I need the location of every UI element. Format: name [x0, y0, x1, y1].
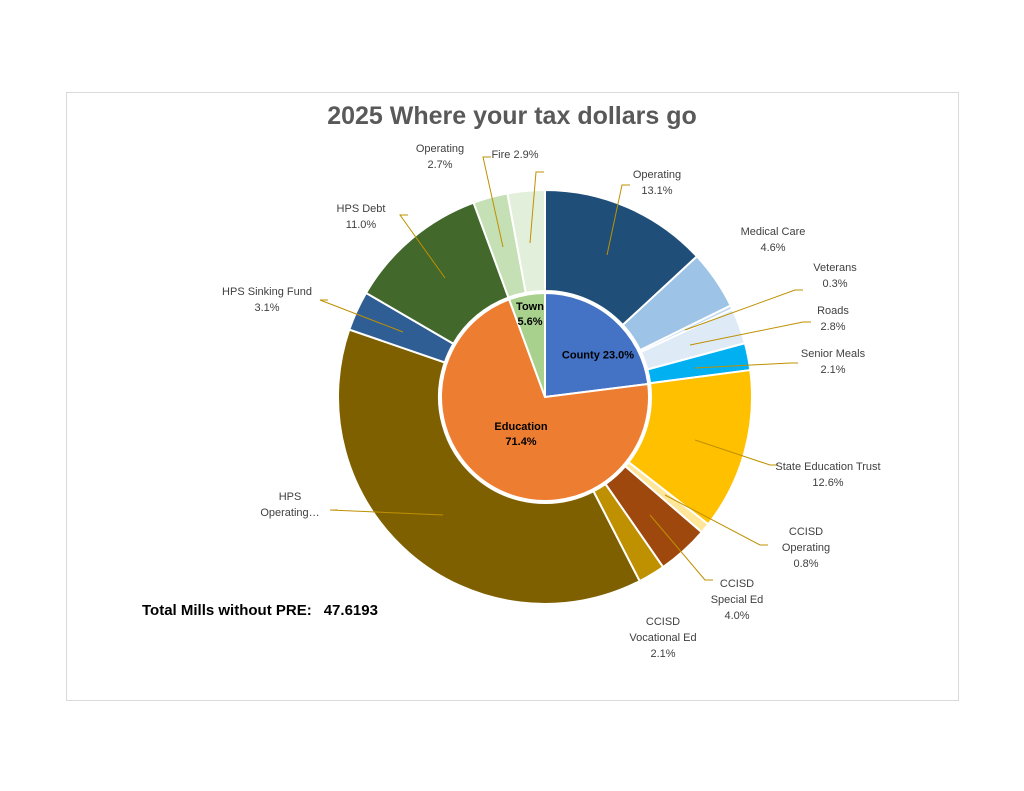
inner-data-label: Education 71.4% [494, 421, 548, 448]
inner-slice-county [544, 291, 650, 399]
leader-line [606, 184, 630, 256]
leader-line [694, 439, 778, 466]
leader-line [684, 289, 803, 331]
outer-data-label: CCISD Special Ed 4.0% [710, 578, 764, 622]
leader-line [664, 494, 768, 546]
chart-title: 2025 Where your tax dollars go [327, 102, 697, 130]
inner-data-label: County 23.0% [561, 349, 635, 362]
leader-line [482, 156, 504, 248]
chart-frame [66, 92, 959, 701]
inner-slice-education [440, 298, 650, 502]
outer-slice-hps-operating [337, 328, 641, 605]
outer-data-label: CCISD Operating 0.8% [781, 526, 831, 570]
leader-line [529, 171, 544, 244]
total-mills-value: 47.6193 [323, 602, 378, 619]
outer-data-label: Veterans 0.3% [813, 262, 857, 290]
leader-line [649, 514, 713, 581]
total-mills: Total Mills without PRE: 47.6193 [142, 602, 390, 619]
outer-data-label: HPS Operating… [260, 491, 320, 519]
leader-line [399, 214, 446, 279]
total-mills-label: Total Mills without PRE: [142, 602, 312, 619]
outer-data-label: State Education Trust 12.6% [775, 461, 881, 489]
leader-line [689, 321, 811, 346]
inner-data-label: Town 5.6% [516, 301, 544, 328]
leader-line [319, 299, 404, 333]
outer-data-label: Senior Meals 2.1% [800, 348, 866, 376]
leader-line [694, 362, 798, 369]
outer-slice-fire [506, 188, 546, 294]
leader-line [329, 509, 444, 516]
outer-data-label: HPS Debt 11.0% [336, 203, 386, 231]
outer-data-label: Fire 2.9% [491, 149, 539, 161]
outer-data-label: Medical Care 4.6% [740, 226, 806, 254]
outer-data-label: HPS Sinking Fund 3.1% [222, 286, 312, 314]
inner-slice-town [507, 291, 546, 398]
outer-data-label: Roads 2.8% [817, 305, 849, 333]
outer-data-label: Operating 13.1% [632, 169, 682, 197]
outer-data-label: Operating 2.7% [415, 143, 465, 171]
outer-data-label: CCISD Vocational Ed 2.1% [629, 616, 697, 660]
